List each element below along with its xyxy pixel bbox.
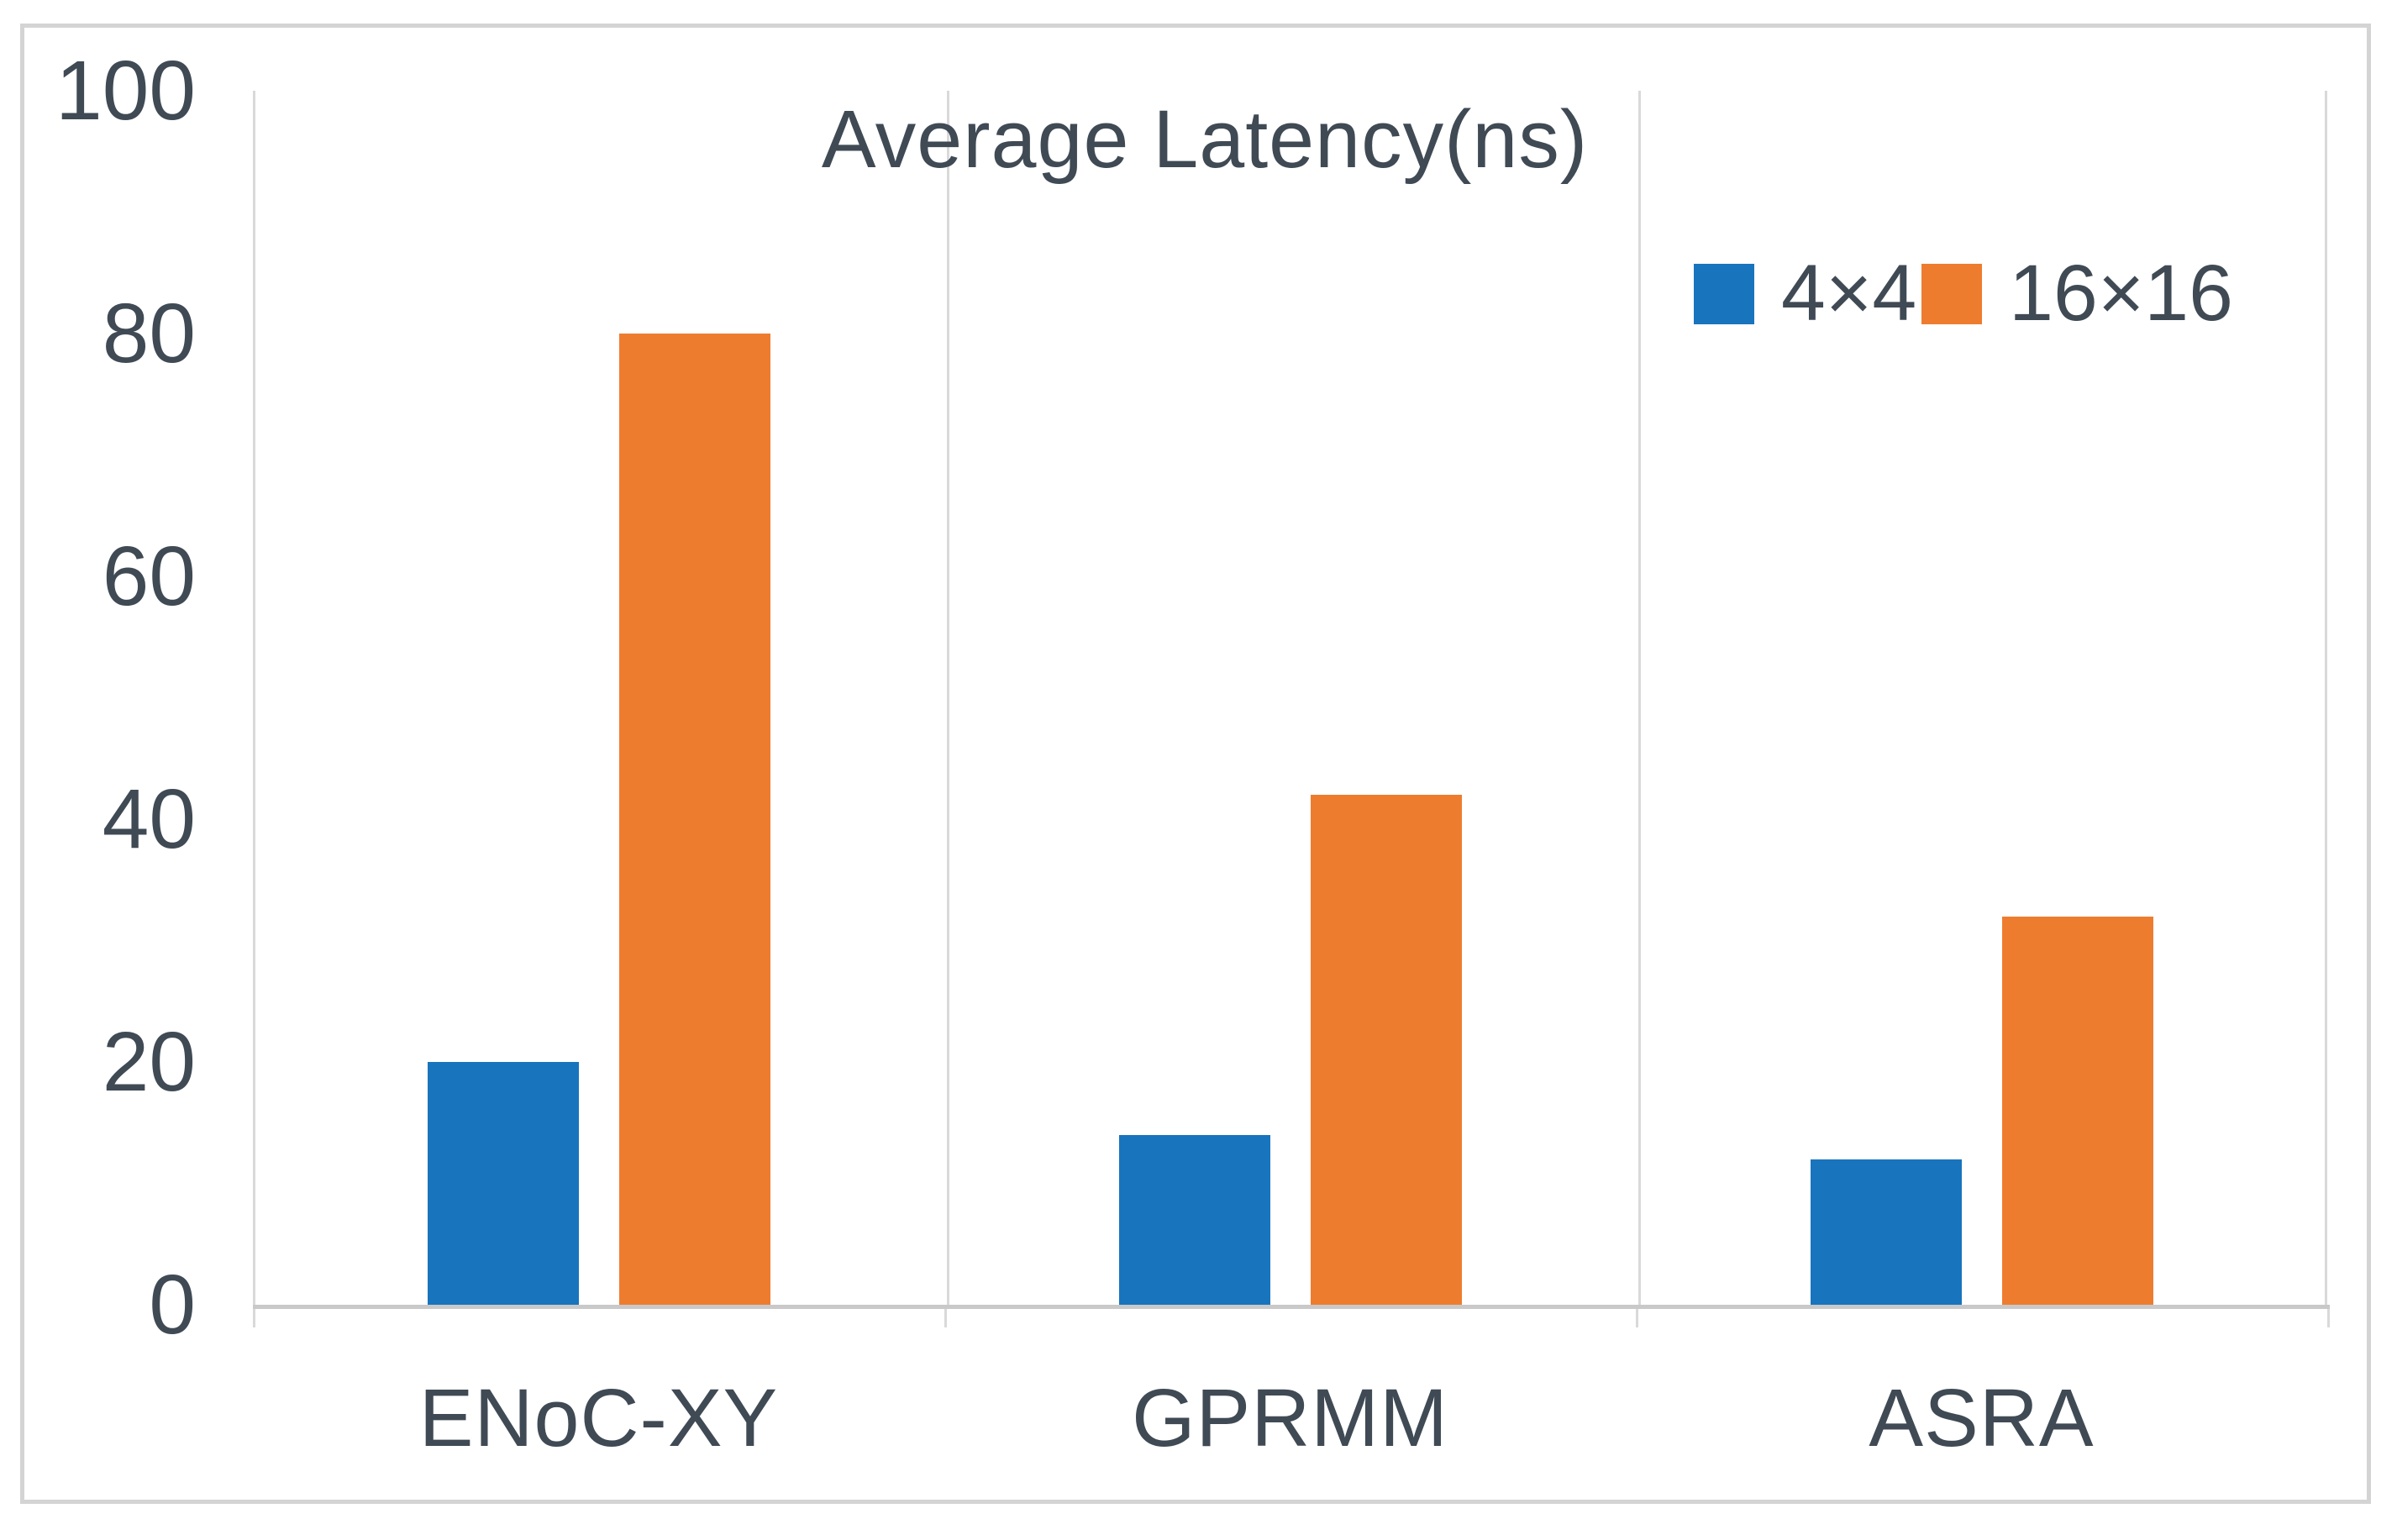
bar-4×4-ASRA [1810, 1159, 1962, 1305]
plot-area [253, 91, 2327, 1305]
y-tick-label: 60 [102, 529, 196, 623]
y-tick-label: 80 [102, 286, 196, 381]
chart-title: Average Latency(ns) [821, 93, 1589, 185]
category-separator-gridline [1638, 91, 1641, 1305]
category-separator-gridline [947, 91, 949, 1305]
x-category-label-GPRMM: GPRMM [1132, 1372, 1448, 1464]
x-axis-line [253, 1305, 2330, 1309]
legend-label-4×4: 4×4 [1781, 249, 1917, 338]
x-category-label-ASRA: ASRA [1869, 1372, 2095, 1464]
y-tick-label: 40 [102, 772, 196, 866]
bar-4×4-ENoC-XY [427, 1062, 579, 1305]
bar-16×16-ASRA [2001, 916, 2153, 1305]
bar-4×4-GPRMM [1118, 1134, 1270, 1305]
bar-16×16-ENoC-XY [618, 334, 770, 1305]
x-axis-tick-stub [2327, 1309, 2330, 1327]
legend-swatch-4×4 [1694, 263, 1754, 324]
x-axis-tick-stub [253, 1309, 255, 1327]
y-tick-label: 20 [102, 1015, 196, 1109]
legend-label-16×16: 16×16 [2009, 249, 2233, 338]
legend: 4×4 16×16 [1694, 254, 2238, 334]
y-tick-label: 0 [149, 1258, 196, 1352]
x-axis-tick-stub [944, 1309, 947, 1327]
bar-16×16-GPRMM [1310, 795, 1462, 1305]
legend-swatch-16×16 [1921, 263, 1983, 324]
x-category-label-ENoC-XY: ENoC-XY [418, 1372, 779, 1464]
x-axis-tick-stub [1636, 1309, 1638, 1327]
y-tick-label: 100 [55, 44, 196, 138]
